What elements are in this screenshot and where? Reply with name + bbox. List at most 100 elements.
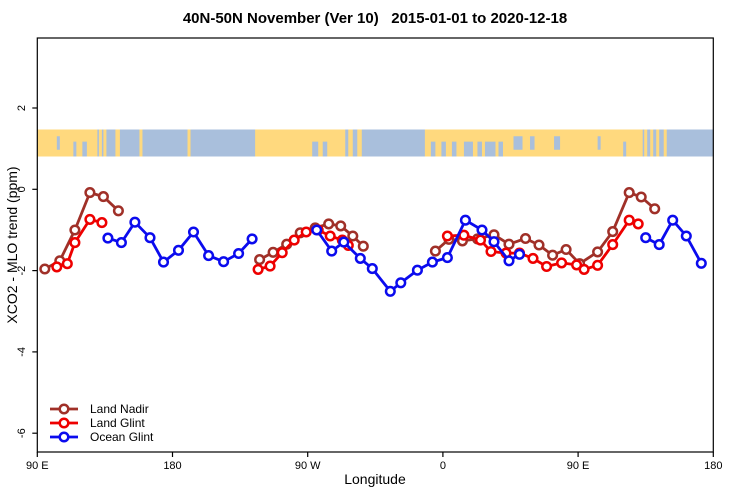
data-point-ocean-glint — [172, 244, 185, 256]
data-point-land-nadir — [254, 254, 266, 266]
data-point-land-nadir — [560, 243, 572, 256]
x-tick-label: 180 — [163, 460, 181, 472]
data-point-ocean-glint — [203, 250, 215, 262]
data-point-ocean-glint — [441, 252, 453, 264]
map-ocean-patch — [484, 141, 496, 157]
plot-border — [36, 37, 714, 453]
data-point-ocean-glint — [129, 216, 141, 228]
data-point-land-nadir — [503, 238, 515, 250]
data-point-land-nadir — [69, 224, 81, 236]
data-point-land-nadir — [112, 205, 124, 217]
series-line-ocean-glint — [106, 220, 254, 264]
map-ocean-patch — [430, 141, 436, 157]
legend-swatch-circle — [58, 403, 70, 415]
data-point-ocean-glint — [326, 245, 338, 257]
data-point-land-glint — [556, 257, 568, 269]
data-point-land-nadir — [335, 220, 347, 232]
data-point-ocean-glint — [338, 236, 350, 248]
data-point-land-nadir — [607, 226, 619, 238]
data-point-land-glint — [276, 247, 288, 259]
data-point-land-nadir — [623, 187, 635, 199]
map-ocean-patch — [554, 136, 561, 150]
data-point-ocean-glint — [144, 232, 156, 244]
data-point-land-nadir — [519, 232, 532, 245]
data-point-land-glint — [607, 239, 619, 251]
data-point-ocean-glint — [411, 264, 423, 276]
chart-title: 40N-50N November (Ver 10) 2015-01-01 to … — [182, 10, 568, 27]
data-point-land-glint — [288, 234, 300, 246]
data-point-land-nadir — [649, 203, 661, 215]
map-land-segment — [115, 129, 120, 157]
data-point-land-glint — [623, 214, 635, 226]
data-point-land-nadir — [84, 187, 96, 199]
x-tick-label: 90 E — [26, 460, 49, 472]
map-ocean-patch — [530, 136, 535, 150]
data-point-ocean-glint — [426, 256, 438, 268]
data-point-ocean-glint — [233, 247, 245, 260]
data-point-ocean-glint — [246, 233, 258, 245]
x-tick-label: 180 — [704, 460, 722, 472]
data-point-ocean-glint — [384, 285, 396, 297]
legend-label: Land Glint — [90, 416, 145, 430]
data-point-ocean-glint — [157, 256, 170, 268]
y-tick-label: 0 — [16, 186, 28, 192]
data-point-ocean-glint — [667, 214, 679, 226]
data-point-land-glint — [96, 217, 108, 229]
data-point-ocean-glint — [115, 237, 127, 249]
data-point-ocean-glint — [366, 263, 378, 275]
data-point-land-glint — [527, 252, 539, 264]
map-land-segment — [656, 129, 660, 157]
data-point-ocean-glint — [695, 257, 707, 269]
data-point-land-nadir — [547, 249, 559, 261]
map-ocean-patch — [513, 136, 523, 150]
y-tick-label: -4 — [16, 347, 28, 357]
map-ocean-patch — [73, 141, 77, 157]
data-point-land-nadir — [347, 230, 359, 242]
y-tick-label: 2 — [16, 105, 28, 111]
data-point-ocean-glint — [503, 255, 515, 267]
data-point-ocean-glint — [102, 232, 114, 244]
data-point-land-glint — [578, 263, 590, 275]
data-point-land-nadir — [635, 191, 647, 203]
map-ocean-patch — [82, 141, 87, 157]
map-land-segment — [644, 129, 648, 157]
map-land-segment — [37, 129, 98, 157]
map-land-segment — [187, 129, 191, 157]
x-tick-label: 0 — [440, 460, 446, 472]
data-point-ocean-glint — [513, 248, 526, 260]
map-land-segment — [663, 129, 667, 157]
data-point-land-nadir — [357, 240, 369, 252]
data-point-land-nadir — [429, 245, 441, 257]
data-point-land-nadir — [533, 239, 545, 251]
map-ocean-patch — [441, 141, 446, 157]
x-tick-label: 90 E — [567, 460, 590, 472]
data-point-ocean-glint — [680, 230, 692, 242]
data-point-land-glint — [69, 237, 81, 249]
map-land-segment — [139, 129, 143, 157]
data-point-land-nadir — [97, 191, 109, 203]
data-point-ocean-glint — [640, 232, 652, 244]
data-point-land-nadir — [323, 218, 335, 230]
data-point-land-glint — [51, 261, 63, 273]
legend-label: Ocean Glint — [90, 430, 154, 444]
map-land-segment — [255, 129, 346, 157]
map-ocean-patch — [463, 141, 473, 157]
x-tick-label: 90 W — [295, 460, 321, 472]
data-point-land-glint — [592, 259, 604, 271]
map-ocean-patch — [56, 136, 60, 150]
y-tick-label: -6 — [16, 428, 28, 438]
legend-swatch-circle — [58, 431, 70, 443]
data-point-land-glint — [264, 260, 276, 272]
data-point-land-nadir — [267, 246, 279, 258]
map-land-segment — [348, 129, 353, 157]
map-land-segment — [650, 129, 654, 157]
data-point-land-nadir — [39, 263, 51, 275]
data-point-land-glint — [632, 218, 644, 230]
data-point-ocean-glint — [459, 214, 471, 226]
data-point-ocean-glint — [476, 224, 488, 236]
data-point-land-glint — [252, 263, 264, 275]
data-point-land-glint — [474, 234, 487, 246]
map-land-segment — [98, 129, 102, 157]
data-point-land-glint — [300, 226, 312, 238]
